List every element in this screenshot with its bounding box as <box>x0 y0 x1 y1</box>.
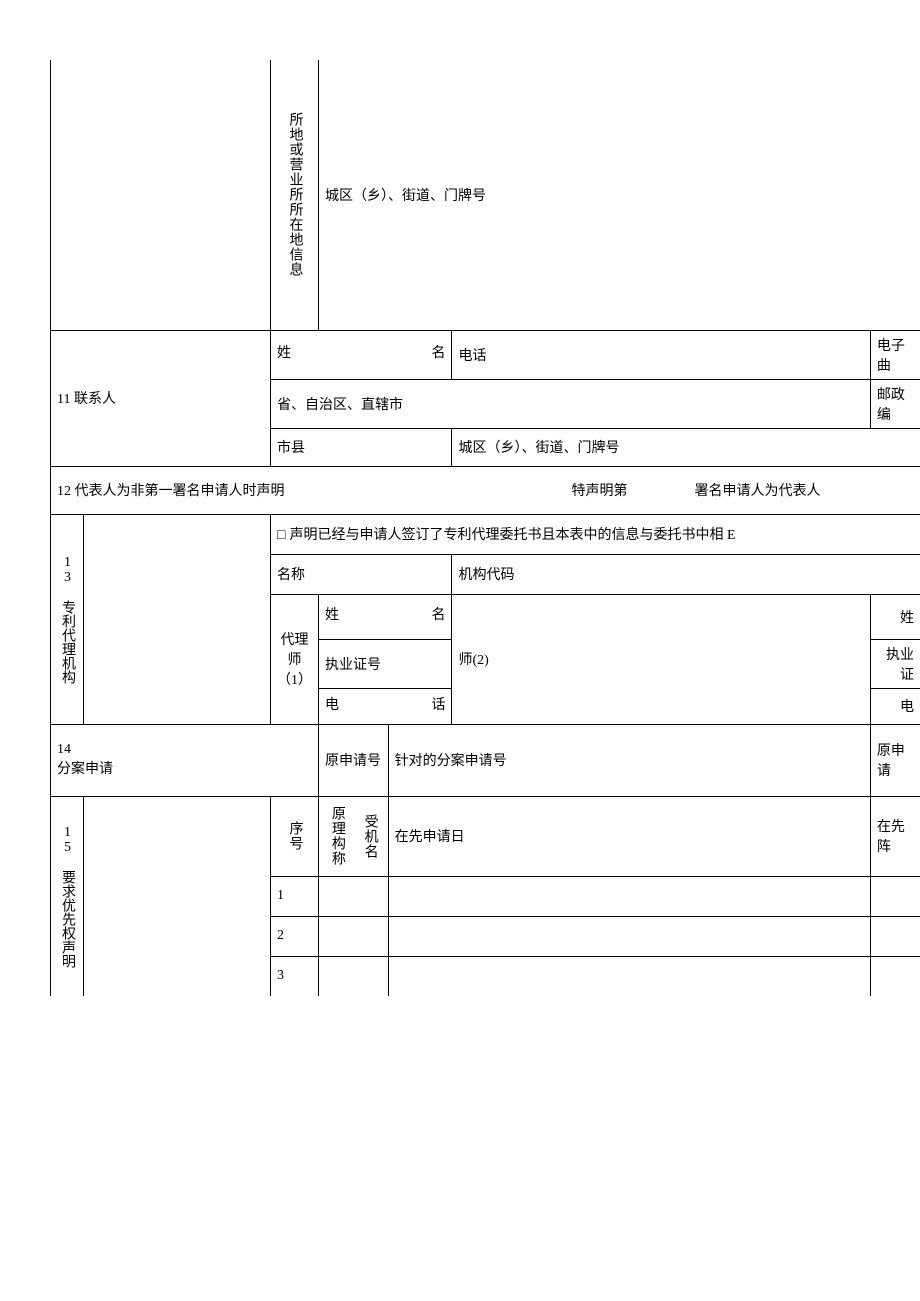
row15-seq-label: 序号 <box>285 821 305 851</box>
row13-orgcode[interactable]: 机构代码 <box>452 554 920 594</box>
row13-agent1-name[interactable]: 姓 名 <box>319 594 452 639</box>
form-container: 所地或营业所所在地信息 城区（乡）、街道、门牌号 11 联系人 姓 名 电话 电… <box>0 0 920 996</box>
row11-title: 联系人 <box>74 392 116 407</box>
row13-agent2-phone-label: 电 <box>900 700 914 715</box>
row11-num: 11 <box>57 392 70 407</box>
section-15-num-cell: 15 要求优先权声明 <box>51 796 84 996</box>
row13-agent2-phone[interactable]: 电 <box>870 688 920 724</box>
row13-phone-left: 电 <box>325 694 339 714</box>
row13-agent1-xing: 姓 <box>325 604 339 624</box>
row11-province[interactable]: 省、自治区、直辖市 <box>271 379 871 428</box>
row14-original-right[interactable]: 原申请 <box>870 724 920 796</box>
row14-original-right-label: 原申请 <box>877 744 905 779</box>
row14-num: 14 <box>57 742 71 757</box>
row11-city[interactable]: 市县 <box>271 428 452 466</box>
row13-agent2-label: 师(2) <box>458 653 488 668</box>
row10-vcol: 所地或营业所所在地信息 <box>271 60 319 330</box>
section-14-header: 14 分案申请 <box>51 724 319 796</box>
row13-declare-text: 声明已经与申请人签订了专利代理委托书且本表中的信息与委托书中相 E <box>289 528 735 543</box>
row15-priordate-3[interactable] <box>388 956 870 996</box>
row15-prior-right-header: 在先阵 <box>870 796 920 876</box>
row15-priordate-2[interactable] <box>388 916 870 956</box>
section-13-num-cell: 13 专利代理机构 <box>51 514 84 724</box>
row15-title: 要求优先权声明 <box>60 870 75 968</box>
row13-agent2-xing-label: 姓 <box>900 611 914 626</box>
row15-agency-2[interactable] <box>319 916 389 956</box>
section-15-spacer <box>84 796 271 996</box>
row10-district-label: 城区（乡）、街道、门牌号 <box>325 189 486 204</box>
row15-seq-2: 2 <box>271 916 319 956</box>
row13-agent2-label-cell: 师(2) <box>452 594 870 724</box>
row13-agent1-license[interactable]: 执业证号 <box>319 639 452 688</box>
row13-agent1-label-cell: 代理师（1） <box>271 594 319 724</box>
row10-left-blank <box>51 60 271 330</box>
row14-title: 分案申请 <box>57 762 113 777</box>
row10-district[interactable]: 城区（乡）、街道、门牌号 <box>319 60 920 330</box>
row15-seq-1: 1 <box>271 876 319 916</box>
row15-agency-3[interactable] <box>319 956 389 996</box>
row15-priordate-label: 在先申请日 <box>395 830 465 845</box>
row11-district[interactable]: 城区（乡）、街道、门牌号 <box>452 428 920 466</box>
row11-email[interactable]: 电子曲 <box>870 330 920 379</box>
row13-orgcode-label: 机构代码 <box>458 568 514 583</box>
row11-postal[interactable]: 邮政编 <box>870 379 920 428</box>
row12-title: 代表人为非第一署名申请人时声明 <box>75 484 285 499</box>
row15-prior-right-label: 在先阵 <box>877 820 905 855</box>
row13-num: 13 <box>60 555 75 585</box>
row15-priordate-header: 在先申请日 <box>388 796 870 876</box>
row11-phone-label: 电话 <box>458 349 486 364</box>
row11-name[interactable]: 姓 名 <box>271 330 452 379</box>
row14-targeted[interactable]: 针对的分案申请号 <box>388 724 870 796</box>
section-12-row: 12 代表人为非第一署名申请人时声明 特声明第 署名申请人为代表人 <box>51 466 920 514</box>
row13-agent1-ming: 名 <box>431 604 445 624</box>
row13-agent2-xing[interactable]: 姓 <box>870 594 920 639</box>
row15-seq-header: 序号 <box>271 796 319 876</box>
row11-city-label: 市县 <box>277 441 305 456</box>
row13-declare: □ 声明已经与申请人签订了专利代理委托书且本表中的信息与委托书中相 E <box>271 514 920 554</box>
row15-priordate-1[interactable] <box>388 876 870 916</box>
row12-declare2: 署名申请人为代表人 <box>695 484 821 499</box>
row13-agent1-license-label: 执业证号 <box>325 658 381 673</box>
row12-num: 12 <box>57 484 71 499</box>
section-11-header: 11 联系人 <box>51 330 271 466</box>
row15-prior-right-1[interactable] <box>870 876 920 916</box>
row13-agent1-label: 代理师（1） <box>277 633 312 688</box>
row11-name-left: 姓 <box>277 342 291 362</box>
row11-province-label: 省、自治区、直辖市 <box>277 398 403 413</box>
row11-name-right: 名 <box>431 342 445 362</box>
section-13-spacer <box>84 514 271 724</box>
checkbox-icon[interactable]: □ <box>277 528 285 544</box>
row15-agency-1[interactable] <box>319 876 389 916</box>
row10-vlabel: 所地或营业所所在地信息 <box>285 112 305 277</box>
row13-agent2-license-label: 执业证 <box>886 648 914 683</box>
row15-recv-label: 受机名 <box>360 806 380 866</box>
row13-agent1-phone[interactable]: 电 话 <box>319 688 452 724</box>
row11-email-label: 电子曲 <box>877 339 905 374</box>
row13-phone-right: 话 <box>431 694 445 714</box>
row13-title: 专利代理机构 <box>60 600 75 684</box>
row14-targeted-label: 针对的分案申请号 <box>395 754 507 769</box>
row15-agency-header: 原理构称 受机名 <box>319 796 389 876</box>
row11-phone[interactable]: 电话 <box>452 330 870 379</box>
row11-district-label: 城区（乡）、街道、门牌号 <box>458 441 619 456</box>
row15-prior-right-2[interactable] <box>870 916 920 956</box>
row14-original-num-label: 原申请号 <box>325 754 381 769</box>
row13-orgname[interactable]: 名称 <box>271 554 452 594</box>
row12-declare1: 特声明第 <box>572 484 628 499</box>
row11-postal-label: 邮政编 <box>877 388 905 423</box>
row14-original-num[interactable]: 原申请号 <box>319 724 389 796</box>
row15-agency-label: 原理构称 <box>327 806 347 866</box>
form-table: 所地或营业所所在地信息 城区（乡）、街道、门牌号 11 联系人 姓 名 电话 电… <box>50 60 920 996</box>
row15-seq-3: 3 <box>271 956 319 996</box>
row15-prior-right-3[interactable] <box>870 956 920 996</box>
row13-orgname-label: 名称 <box>277 568 305 583</box>
row13-agent2-license[interactable]: 执业证 <box>870 639 920 688</box>
row15-num: 15 <box>60 825 75 855</box>
